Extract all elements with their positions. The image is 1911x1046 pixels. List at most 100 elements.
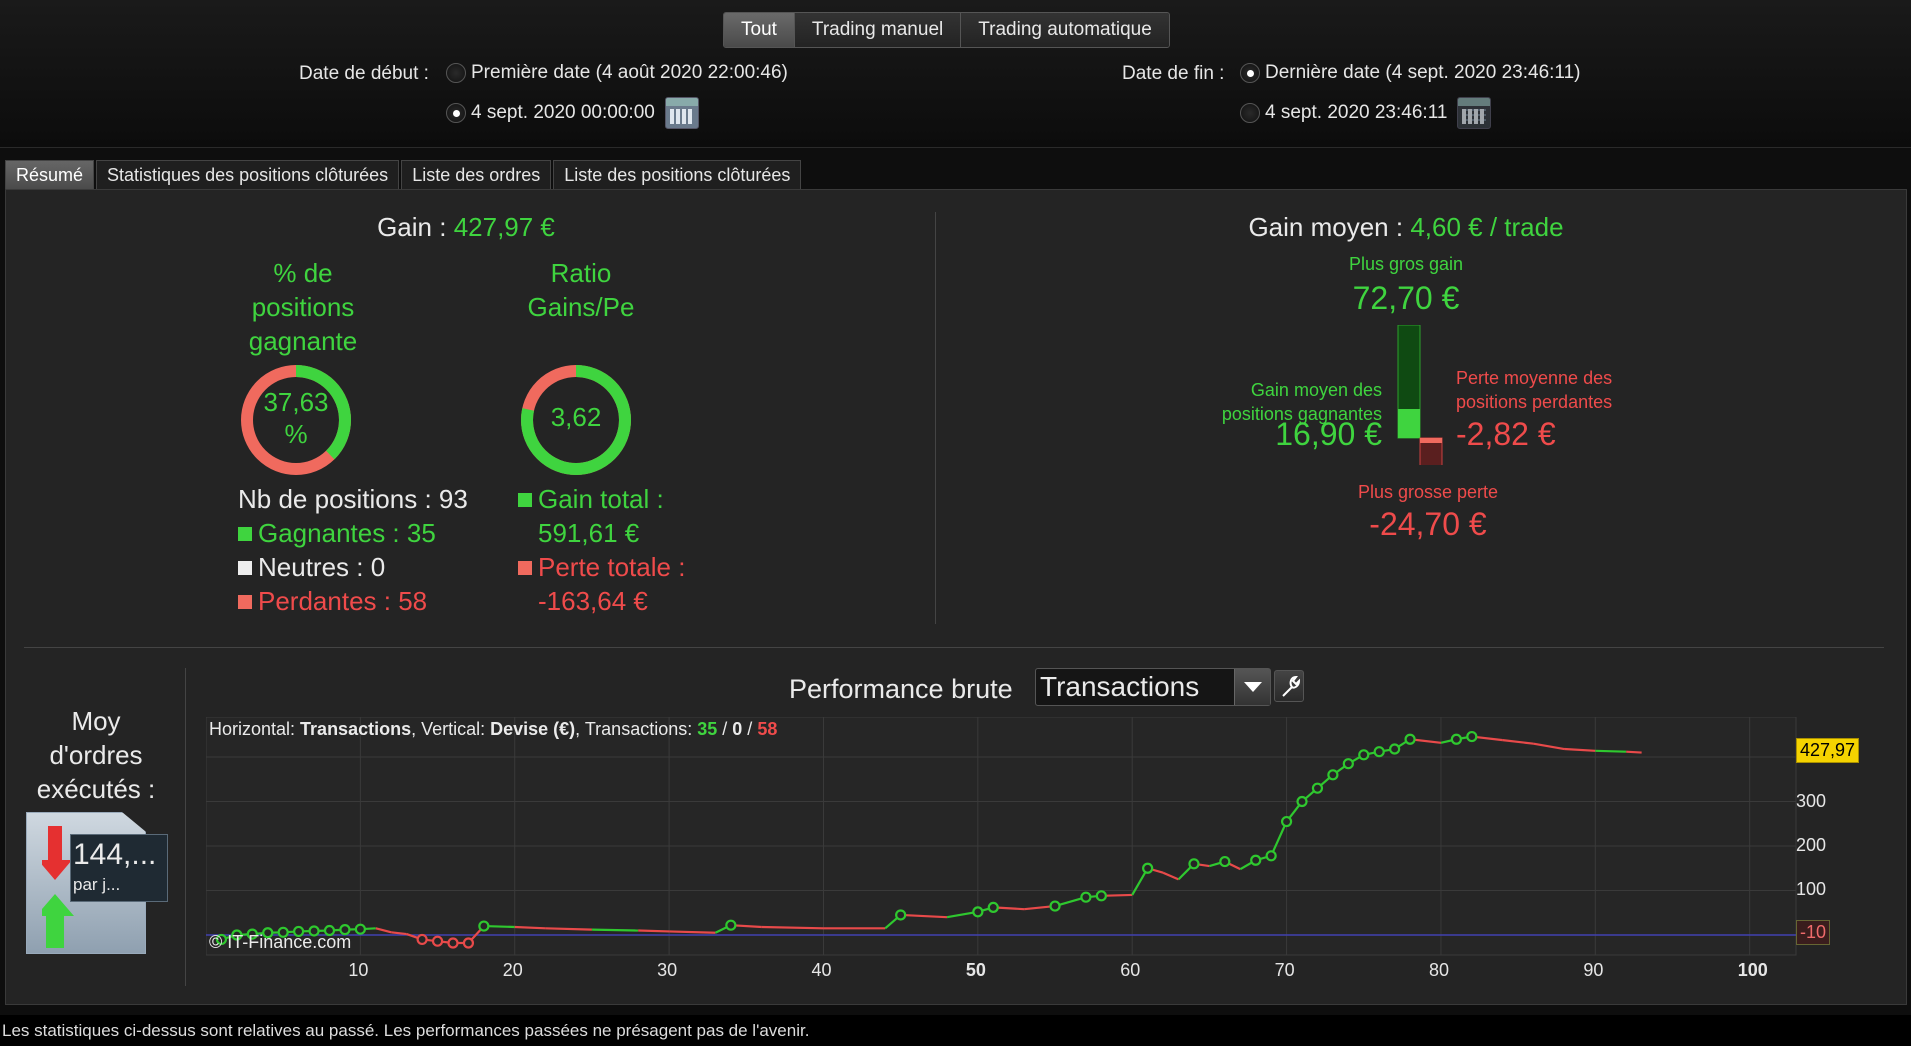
ratio-title-line2: Gains/Pe: [527, 292, 635, 322]
vertical-divider: [935, 212, 936, 624]
start-radio-first[interactable]: [446, 63, 466, 83]
avg-gain-label: Gain moyen :: [1248, 212, 1404, 242]
info-prefix: Horizontal:: [209, 719, 301, 739]
trade-marker: [1265, 850, 1277, 862]
end-option-custom[interactable]: 4 sept. 2020 23:46:11: [1240, 97, 1492, 129]
nb-positions: Nb de positions : 93: [238, 484, 468, 514]
trade-marker: [246, 928, 258, 940]
trade-marker: [1188, 858, 1200, 870]
segment-trading-automatique[interactable]: Trading automatique: [961, 13, 1169, 47]
pct-winners-donut: [241, 365, 351, 475]
line-segment: [900, 913, 948, 919]
line-segment: [591, 928, 639, 932]
line-segment: [669, 930, 716, 934]
start-radio-custom[interactable]: [446, 103, 466, 123]
trade-marker: [1450, 733, 1462, 745]
y-tick-label: 200: [1796, 835, 1827, 855]
info-horizontal: Transactions: [300, 719, 412, 739]
start-option-custom-label: 4 sept. 2020 00:00:00: [471, 102, 655, 123]
line-segment: [1502, 739, 1534, 745]
line-segment: [545, 927, 592, 931]
header: Tout Trading manuel Trading automatique …: [0, 0, 1911, 148]
tab-resume[interactable]: Résumé: [5, 160, 95, 190]
performance-select-value: Transactions: [1040, 671, 1200, 702]
info-transactions: , Transactions:: [575, 719, 698, 739]
wrench-icon[interactable]: [1274, 670, 1304, 702]
x-tick-label: 40: [811, 960, 832, 980]
start-date-label: Date de début :: [299, 63, 429, 84]
calendar-icon[interactable]: [664, 97, 699, 129]
total-gain-value: 591,61 €: [538, 518, 640, 548]
start-option-first[interactable]: Première date (4 août 2020 22:00:46): [446, 62, 788, 84]
orders-value-box: 144,... par j...: [70, 834, 168, 902]
orders-title: Moy d'ordres exécutés :: [16, 704, 176, 806]
chevron-down-icon[interactable]: [1234, 669, 1270, 705]
trade-marker: [1296, 795, 1308, 808]
trade-marker: [1466, 730, 1478, 743]
trade-marker: [431, 935, 444, 947]
performance-title: Performance brute: [789, 674, 1013, 704]
info-winners: 35: [697, 719, 718, 739]
line-segment: [1162, 871, 1179, 881]
avg-loss-value: -2,82 €: [1456, 416, 1556, 452]
x-tick-label: 20: [502, 960, 523, 980]
totals: Gain total : 591,61 € Perte totale : -16…: [518, 482, 685, 618]
total-gain-row: Gain total :: [518, 482, 685, 516]
trade-marker: [1373, 746, 1385, 758]
info-sep1: /: [717, 719, 733, 739]
pct-title-line1: % de: [273, 258, 333, 288]
line-segment: [761, 925, 824, 930]
x-tick-label: 10: [348, 960, 369, 980]
trade-marker: [231, 929, 243, 941]
trade-marker: [1080, 891, 1092, 903]
line-segment: [375, 927, 392, 934]
pct-value-line2: %: [284, 419, 308, 449]
performance-select[interactable]: Transactions: [1035, 668, 1271, 706]
segment-tout[interactable]: Tout: [724, 13, 795, 47]
trade-marker: [725, 919, 737, 931]
tab-bar: Résumé Statistiques des positions clôtur…: [5, 160, 803, 190]
losers-label: Perdantes : 58: [258, 586, 428, 616]
info-losers: 58: [757, 719, 778, 739]
trade-marker: [1342, 758, 1354, 770]
x-tick-label: 30: [657, 960, 678, 980]
orders-sub: par j...: [73, 875, 121, 894]
biggest-loss-label: Plus grosse perte: [1357, 482, 1499, 502]
line-segment: [514, 925, 546, 930]
start-option-custom[interactable]: 4 sept. 2020 00:00:00: [446, 97, 699, 129]
end-option-last[interactable]: Dernière date (4 sept. 2020 23:46:11): [1240, 62, 1580, 84]
winners-swatch: [238, 527, 252, 541]
avg-win-label-line1: Gain moyen des: [1250, 380, 1382, 400]
avg-win-label-line2: positions gagnantes: [1221, 404, 1382, 424]
trade-marker: [416, 933, 428, 946]
end-radio-last[interactable]: [1240, 63, 1260, 83]
tab-statistiques[interactable]: Statistiques des positions clôturées: [96, 160, 400, 190]
trade-marker: [339, 924, 351, 936]
avg-win-label: Gain moyen des positions gagnantes: [1186, 378, 1382, 426]
performance-markers: [215, 730, 1478, 949]
trade-marker: [972, 906, 984, 918]
trade-marker: [478, 920, 490, 932]
gain-value: 427,97 €: [453, 212, 555, 242]
pct-winners-value: 37,63 %: [253, 386, 339, 456]
disclaimer-footer: Les statistiques ci-dessus sont relative…: [0, 1015, 1911, 1046]
tab-liste-ordres[interactable]: Liste des ordres: [401, 160, 552, 190]
trade-marker: [1358, 749, 1370, 761]
orders-divider: [185, 668, 186, 986]
biggest-loss-value: -24,70 €: [1369, 506, 1487, 542]
copyright: © IT-Finance.com: [209, 932, 352, 952]
biggest-gain-value: 72,70 €: [1352, 280, 1460, 316]
trade-marker: [323, 924, 336, 937]
start-option-first-label: Première date (4 août 2020 22:00:46): [471, 62, 788, 83]
pct-title-line2: positions: [251, 292, 355, 322]
end-radio-custom[interactable]: [1240, 103, 1260, 123]
summary-panel: Gain : 427,97 € % de positions gagnante …: [5, 189, 1907, 1005]
line-segment: [1270, 821, 1288, 857]
tab-liste-positions[interactable]: Liste des positions clôturées: [553, 160, 802, 190]
segment-trading-manuel[interactable]: Trading manuel: [794, 13, 962, 47]
neutral-label: Neutres : 0: [258, 552, 386, 582]
x-tick-label: 70: [1274, 960, 1295, 980]
x-tick-label: 100: [1737, 960, 1768, 980]
trade-marker: [277, 926, 289, 938]
losers-row: Perdantes : 58: [238, 584, 468, 618]
